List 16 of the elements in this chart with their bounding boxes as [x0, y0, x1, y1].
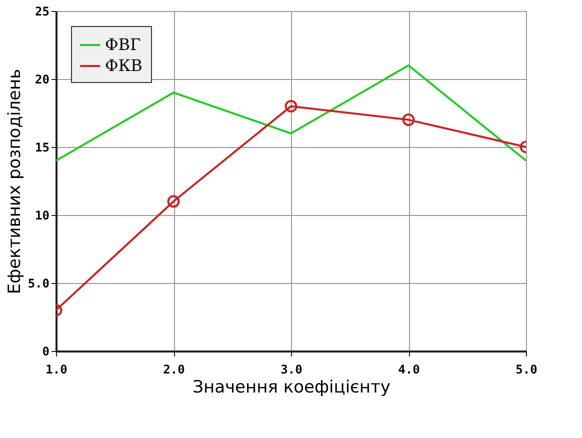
x-tick-label: 3.0 [280, 362, 302, 376]
legend-label: ФКВ [105, 56, 142, 75]
y-axis-title: Ефективних розподілень [4, 68, 25, 294]
x-tick-label: 5.0 [516, 362, 538, 376]
x-axis-title: Значення коефіцієнту [192, 378, 390, 398]
legend-label: ФВГ [105, 35, 141, 54]
y-tick-label: 25 [35, 4, 50, 18]
y-tick-label: 15 [35, 140, 50, 154]
y-tick-label: 0 [42, 344, 50, 358]
x-tick-label: 4.0 [398, 362, 420, 376]
point [284, 100, 298, 112]
x-tick-label: 2.0 [163, 362, 185, 376]
x-tick-label: 1.0 [46, 362, 68, 376]
y-tick-label: 5.0 [28, 276, 50, 290]
y-tick-label: 20 [35, 72, 50, 86]
y-tick-label: 10 [35, 208, 50, 222]
